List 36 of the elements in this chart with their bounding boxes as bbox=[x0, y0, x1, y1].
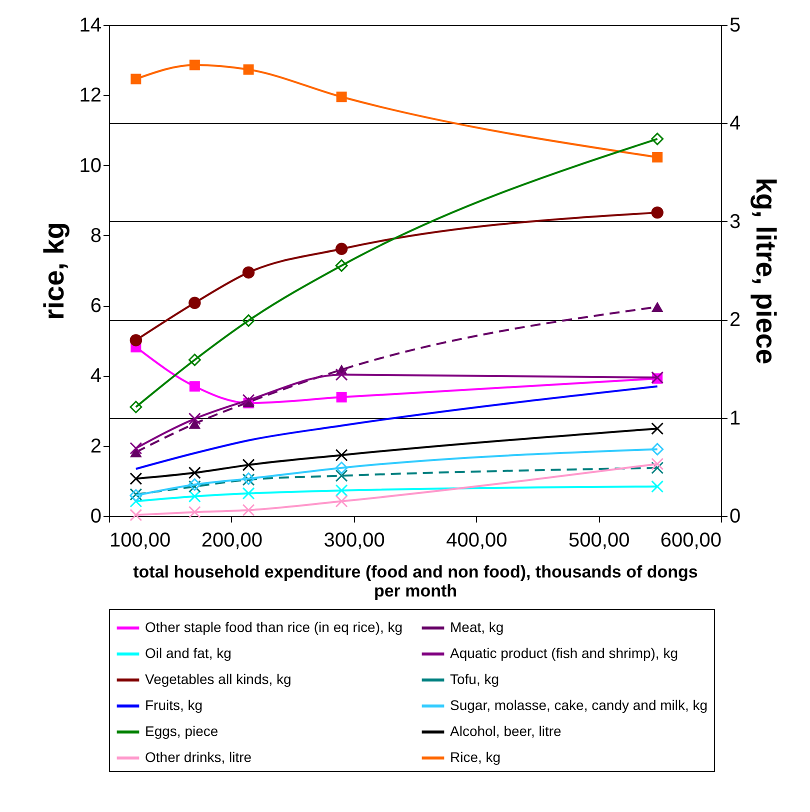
legend-label: Oil and fat, kg bbox=[145, 645, 232, 661]
line-series bbox=[134, 385, 658, 470]
y-tick-label: 12 bbox=[79, 84, 102, 107]
y-tick-label: 6 bbox=[90, 295, 102, 318]
x-tick-label: 600,00 bbox=[660, 530, 722, 552]
legend-label: Eggs, piece bbox=[145, 723, 218, 739]
y2-tick-label: 0 bbox=[730, 506, 741, 528]
legend-label: Vegetables all kinds, kg bbox=[145, 671, 292, 687]
y-axis-title: rice, kg bbox=[38, 222, 70, 320]
x-tick-label: 200,00 bbox=[201, 530, 262, 552]
legend-label: Meat, kg bbox=[450, 619, 504, 635]
legend-label: Sugar, molasse, cake, candy and milk, kg bbox=[450, 697, 708, 713]
y2-tick-label: 3 bbox=[730, 210, 741, 233]
x-tick-label: 300,00 bbox=[324, 530, 385, 552]
y-tick-label: 14 bbox=[79, 14, 102, 36]
x-tick-label: 400,00 bbox=[446, 530, 508, 552]
y-tick-label: 0 bbox=[90, 506, 102, 528]
x-axis-title: total household expenditure (food and non food), thousands of dongs per month bbox=[133, 562, 698, 600]
legend-label: Other staple food than rice (in eq rice), kg bbox=[145, 619, 403, 635]
x-tick-label: 100,00 bbox=[110, 530, 171, 552]
legend-label: Aquatic product (fish and shrimp), kg bbox=[450, 645, 678, 661]
legend-label: Tofu, kg bbox=[450, 671, 500, 687]
y-tick-label: 4 bbox=[90, 365, 102, 388]
legend-label: Rice, kg bbox=[450, 749, 501, 765]
y2-tick-label: 1 bbox=[730, 407, 741, 430]
y-tick-label: 10 bbox=[79, 154, 102, 177]
legend-label: Fruits, kg bbox=[145, 697, 203, 713]
legend-label: Alcohol, beer, litre bbox=[450, 723, 562, 739]
y2-tick-label: 4 bbox=[730, 112, 741, 135]
y-tick-label: 8 bbox=[90, 224, 102, 247]
y2-tick-label: 2 bbox=[730, 309, 741, 332]
y-tick-label: 2 bbox=[90, 435, 102, 458]
y2-axis-title: kg, litre, piece bbox=[750, 178, 782, 364]
y2-tick-label: 5 bbox=[730, 14, 741, 36]
x-tick-label: 500,00 bbox=[568, 530, 630, 552]
legend-label: Other drinks, litre bbox=[145, 749, 252, 765]
